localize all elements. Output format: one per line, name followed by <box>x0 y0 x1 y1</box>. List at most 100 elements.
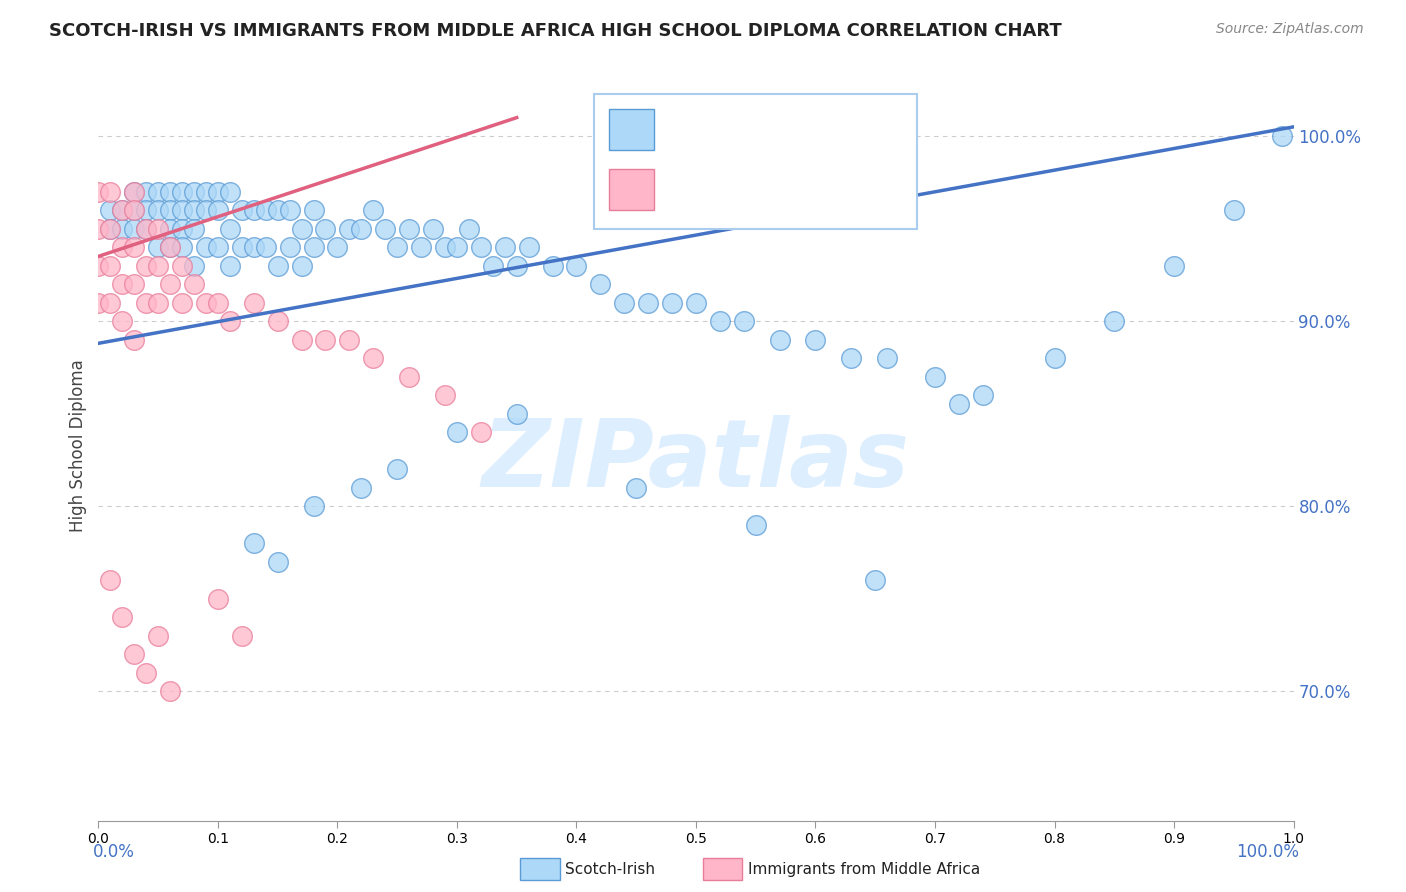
Point <box>159 240 181 254</box>
Point <box>398 369 420 384</box>
Point <box>709 314 731 328</box>
Point <box>972 388 994 402</box>
Point <box>278 203 301 218</box>
Point <box>267 259 290 273</box>
Point <box>924 369 946 384</box>
Point <box>87 259 110 273</box>
Point <box>172 203 194 218</box>
Point <box>87 221 110 235</box>
Point <box>948 397 970 411</box>
Point <box>124 221 146 235</box>
Point <box>231 240 253 254</box>
Point <box>159 185 181 199</box>
Point <box>243 240 266 254</box>
Point <box>159 277 181 292</box>
Point <box>172 221 194 235</box>
Point <box>494 240 516 254</box>
Point <box>98 203 122 218</box>
Point <box>565 259 588 273</box>
Point <box>302 499 325 513</box>
Point <box>172 240 194 254</box>
Point <box>207 240 229 254</box>
Point <box>135 185 157 199</box>
Point <box>172 185 194 199</box>
Point <box>207 295 229 310</box>
Point <box>411 240 433 254</box>
Point <box>172 259 194 273</box>
Point <box>219 185 242 199</box>
Point <box>374 221 396 235</box>
Point <box>207 591 229 606</box>
Point <box>506 259 529 273</box>
Y-axis label: High School Diploma: High School Diploma <box>69 359 87 533</box>
Point <box>135 221 157 235</box>
Point <box>506 407 529 421</box>
Point <box>254 203 277 218</box>
Point <box>98 185 122 199</box>
Point <box>243 203 266 218</box>
Point <box>768 333 790 347</box>
Point <box>135 295 157 310</box>
Point <box>733 314 755 328</box>
Point <box>148 203 170 218</box>
Point <box>111 240 134 254</box>
Point <box>398 221 420 235</box>
Point <box>363 351 385 365</box>
FancyBboxPatch shape <box>609 109 654 150</box>
Point <box>98 573 122 587</box>
Point <box>183 277 205 292</box>
Point <box>1271 129 1294 144</box>
Point <box>589 277 612 292</box>
Point <box>291 333 314 347</box>
Point <box>315 221 337 235</box>
Text: R = 0.353   N = 97: R = 0.353 N = 97 <box>668 120 869 139</box>
Point <box>243 295 266 310</box>
Point <box>159 221 181 235</box>
Point <box>195 185 218 199</box>
Text: SCOTCH-IRISH VS IMMIGRANTS FROM MIDDLE AFRICA HIGH SCHOOL DIPLOMA CORRELATION CH: SCOTCH-IRISH VS IMMIGRANTS FROM MIDDLE A… <box>49 22 1062 40</box>
Point <box>231 629 253 643</box>
Point <box>135 665 157 680</box>
FancyBboxPatch shape <box>595 94 917 228</box>
Point <box>841 351 863 365</box>
Text: 0.0%: 0.0% <box>93 843 135 861</box>
Point <box>517 240 540 254</box>
Point <box>302 240 325 254</box>
Point <box>148 259 170 273</box>
Point <box>1163 259 1185 273</box>
Point <box>363 203 385 218</box>
Point <box>207 203 229 218</box>
Point <box>111 221 134 235</box>
Point <box>385 240 409 254</box>
Point <box>195 240 218 254</box>
Point <box>291 221 314 235</box>
Point <box>87 185 110 199</box>
Point <box>159 203 181 218</box>
Point <box>219 314 242 328</box>
Text: ZIPatlas: ZIPatlas <box>482 415 910 507</box>
Point <box>124 203 146 218</box>
Text: R = 0.371   N = 48: R = 0.371 N = 48 <box>668 180 869 199</box>
Point <box>339 333 361 347</box>
Text: Scotch-Irish: Scotch-Irish <box>565 863 655 877</box>
Point <box>111 314 134 328</box>
Point <box>135 203 157 218</box>
Point <box>148 629 170 643</box>
Point <box>148 295 170 310</box>
Point <box>111 203 134 218</box>
Point <box>541 259 564 273</box>
Point <box>350 221 373 235</box>
Point <box>111 277 134 292</box>
Point <box>87 295 110 310</box>
Point <box>183 221 205 235</box>
Point <box>1043 351 1066 365</box>
Point <box>661 295 683 310</box>
Point <box>350 481 373 495</box>
Point <box>326 240 349 254</box>
Point <box>219 259 242 273</box>
Text: 100.0%: 100.0% <box>1236 843 1299 861</box>
Point <box>98 295 122 310</box>
Point <box>98 259 122 273</box>
Point <box>254 240 277 254</box>
Point <box>1104 314 1126 328</box>
